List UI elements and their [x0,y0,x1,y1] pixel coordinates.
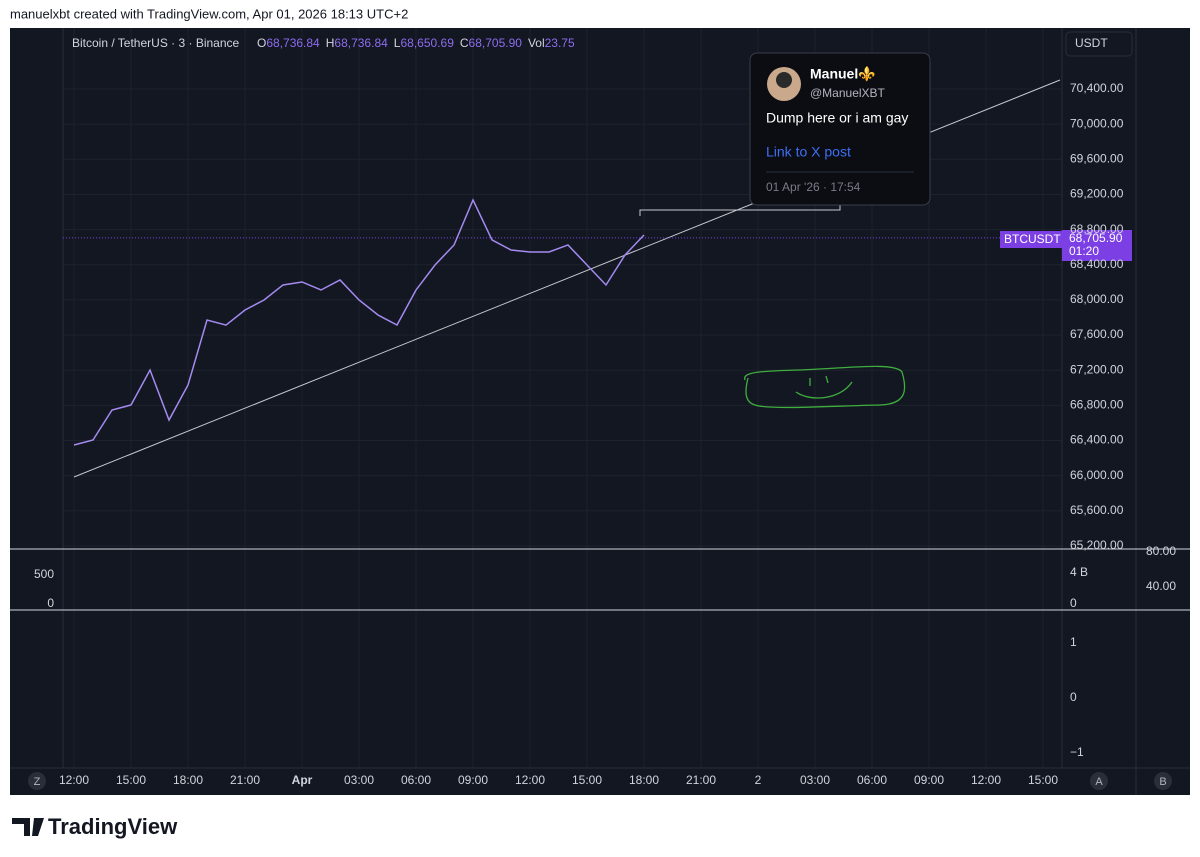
vol-label: Vol [528,36,545,50]
open: 68,736.84 [266,36,320,50]
volume-tick: 4 B [1070,565,1088,579]
volume: 23.75 [545,36,575,50]
currency[interactable]: USDT [1075,36,1108,50]
x-tick-label: 15:00 [572,773,602,787]
volume-tick: 500 [34,567,54,581]
osc-tick: 40.00 [1146,579,1176,593]
post-link[interactable]: Link to X post [766,144,851,160]
low: 68,650.69 [400,36,454,50]
currency-button[interactable] [1065,31,1133,57]
chart-panel [10,28,1190,795]
x-tick-label: 09:00 [914,773,944,787]
x-tick-label: 09:00 [458,773,488,787]
high: 68,736.84 [334,36,388,50]
volume-tick: 0 [47,596,54,610]
symbol: Bitcoin / TetherUS · 3 · Binance [72,36,240,50]
x-tick-label: 03:00 [800,773,830,787]
h-label: H [326,36,335,50]
x-tick-label: 12:00 [515,773,545,787]
ohlc-legend: O68,736.84 H68,736.84 L68,650.69 C68,705.90… [257,36,575,50]
volume-tick: 0 [1070,596,1077,610]
y-tick-label: 68,800.00 [1070,222,1124,236]
y-tick-label: 67,600.00 [1070,327,1124,341]
close: 68,705.90 [469,36,523,50]
x-tick-label: 18:00 [629,773,659,787]
x-tick-label: 12:00 [971,773,1001,787]
price-line [73,198,645,446]
b-label[interactable]: B [1159,776,1166,788]
lower-tick: 0 [1070,690,1077,704]
c-label: C [460,36,469,50]
x-tick-label: 21:00 [686,773,716,787]
y-tick-label: 67,200.00 [1070,362,1124,376]
x-tick-label: 15:00 [116,773,146,787]
y-tick-label: 66,000.00 [1070,468,1124,482]
y-tick-label: 68,000.00 [1070,292,1124,306]
post-date: 01 Apr '26 · 17:54 [766,180,861,194]
y-tick-label: 69,600.00 [1070,151,1124,165]
y-tick-label: 69,200.00 [1070,187,1124,201]
o-label: O [257,36,266,50]
post-name: Manuel⚜️ [810,66,876,83]
y-tick-label: 65,200.00 [1070,538,1124,552]
x-tick-label: 03:00 [344,773,374,787]
b-button[interactable] [1154,772,1172,790]
symbol-tag-text: BTCUSDT [1004,232,1061,246]
price-tag [1062,230,1132,261]
plot [63,198,1062,446]
y-tick-label: 70,000.00 [1070,116,1124,130]
z-button[interactable] [28,772,46,790]
x-tick-label: 15:00 [1028,773,1058,787]
y-tick-label: 65,600.00 [1070,503,1124,517]
y-tick-label: 66,400.00 [1070,433,1124,447]
symbol-tag [1000,231,1062,248]
countdown: 01:20 [1069,244,1099,258]
l-label: L [394,36,401,50]
x-tick-label: 06:00 [401,773,431,787]
osc-tick: 80.00 [1146,544,1176,558]
post-text: Dump here or i am gay [766,110,908,126]
caption: manuelxbt created with TradingView.com, … [10,6,408,21]
last-price-label: 68,705.90 [1069,231,1123,245]
lower-tick: 1 [1070,635,1077,649]
logo: TradingView [48,814,178,839]
y-tick-label: 68,400.00 [1070,257,1124,271]
post-handle: @ManuelXBT [810,86,886,100]
x-tick-label: 06:00 [857,773,887,787]
avatar-detail [776,72,792,88]
logo-mark [12,818,44,836]
auto-label[interactable]: A [1095,776,1103,788]
drawing-box [639,204,841,216]
auto-button[interactable] [1090,772,1108,790]
lower-tick: −1 [1070,745,1084,759]
x-tick-label: 12:00 [59,773,89,787]
x-tick-label: Apr [292,773,313,787]
x-tick-label: 21:00 [230,773,260,787]
smiley [795,375,853,399]
z-label[interactable]: Z [34,776,41,788]
hand-drawing [744,365,906,409]
x-tick-label: 2 [755,773,762,787]
y-tick-label: 70,400.00 [1070,81,1124,95]
x-tick-label: 18:00 [173,773,203,787]
y-tick-label: 66,800.00 [1070,398,1124,412]
